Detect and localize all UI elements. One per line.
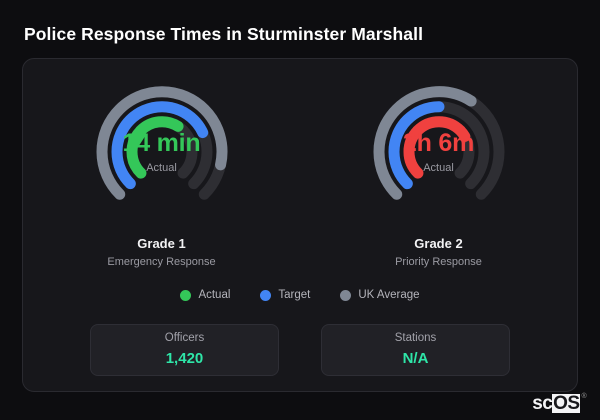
gauge-grade-1-description: Emergency Response bbox=[107, 256, 216, 268]
gauge-grade-2-description: Priority Response bbox=[395, 256, 482, 268]
page-title: Police Response Times in Sturminster Mar… bbox=[24, 24, 424, 44]
gauge-arc-uk-average bbox=[96, 86, 227, 200]
stat-value: N/A bbox=[402, 349, 429, 367]
gauges-row: 14 min Actual Grade 1 Emergency Response bbox=[23, 77, 577, 268]
gauge-grade-2-svg bbox=[373, 86, 504, 200]
gauge-grade-1: 14 min Actual bbox=[87, 77, 237, 227]
stat-value: 1,420 bbox=[165, 349, 204, 367]
gauge-block-grade-1: 14 min Actual Grade 1 Emergency Response bbox=[47, 77, 277, 268]
legend-dot-icon bbox=[340, 290, 352, 302]
watermark-text-primary: sc bbox=[532, 393, 553, 414]
legend-dot-icon bbox=[260, 290, 272, 302]
legend-label: UK Average bbox=[358, 289, 420, 301]
gauge-grade-2: 2h 6m Actual bbox=[364, 77, 514, 227]
legend-item-actual[interactable]: Actual bbox=[180, 289, 231, 302]
dashboard-panel: 14 min Actual Grade 1 Emergency Response bbox=[22, 58, 578, 392]
legend-label: Actual bbox=[198, 289, 231, 301]
gauge-grade-1-name: Grade 1 bbox=[137, 236, 186, 251]
legend-dot-icon bbox=[180, 290, 192, 302]
stat-card-officers: Officers 1,420 bbox=[90, 324, 279, 376]
gauge-block-grade-2: 2h 6m Actual Grade 2 Priority Response bbox=[324, 77, 554, 268]
gauge-arc-target bbox=[111, 101, 212, 190]
gauge-arc-uk-average bbox=[373, 86, 504, 200]
gauge-grade-2-name: Grade 2 bbox=[414, 236, 463, 251]
legend-label: Target bbox=[278, 289, 311, 301]
chart-legend: Actual Target UK Average bbox=[23, 289, 577, 302]
legend-item-uk-average[interactable]: UK Average bbox=[340, 289, 420, 302]
gauge-arc-actual bbox=[403, 116, 474, 179]
legend-item-target[interactable]: Target bbox=[260, 289, 311, 302]
gauge-arc-target bbox=[388, 101, 489, 190]
stat-label: Stations bbox=[394, 332, 437, 344]
registered-trademark-icon: ® bbox=[581, 393, 586, 400]
scos-watermark-logo: sc OS ® bbox=[532, 393, 587, 414]
watermark-text-highlight: OS bbox=[552, 393, 581, 414]
stat-cards-row: Officers 1,420 Stations N/A bbox=[23, 324, 577, 376]
gauge-grade-1-svg bbox=[96, 86, 227, 200]
stat-label: Officers bbox=[164, 332, 205, 344]
stat-card-stations: Stations N/A bbox=[321, 324, 510, 376]
gauge-arc-actual bbox=[126, 116, 197, 179]
